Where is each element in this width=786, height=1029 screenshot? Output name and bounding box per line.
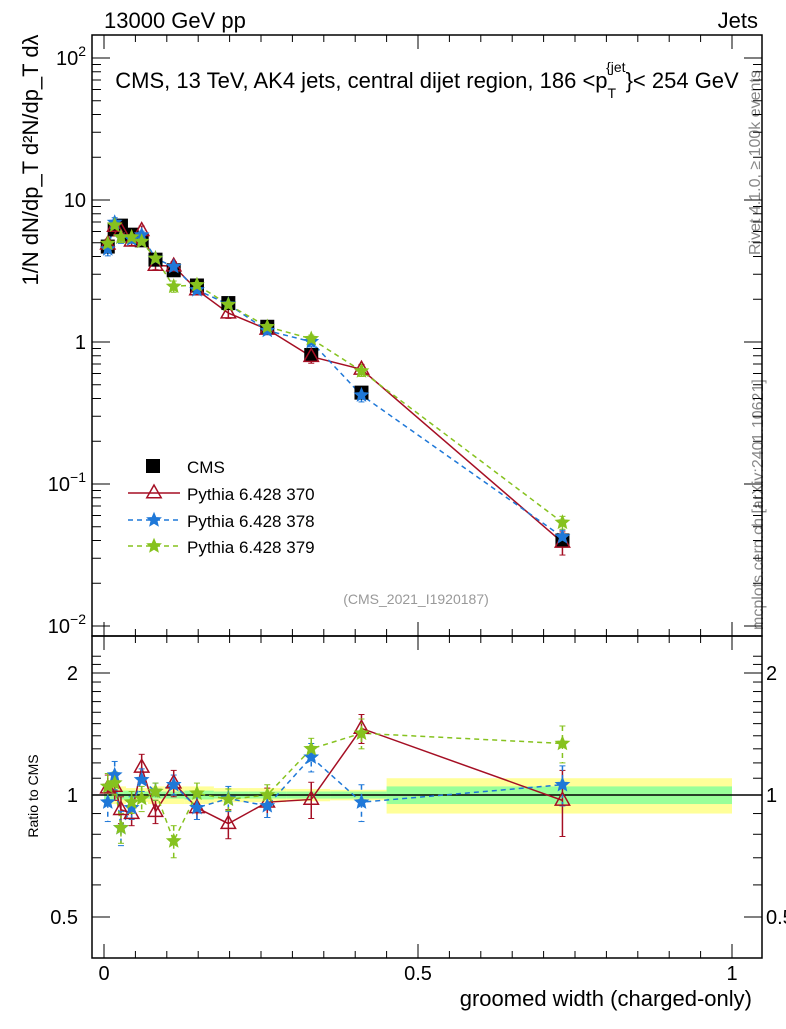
series-marker-main (165, 258, 182, 274)
series-marker-ratio (259, 786, 276, 802)
x-tick-label: 1 (726, 963, 737, 985)
series-marker-ratio (106, 774, 123, 790)
series-marker-ratio (147, 802, 164, 818)
ratio-y-tick-label-right: 0.5 (766, 907, 786, 929)
main-y-label: 1/N dN/dp_T d²N/dp_T dλ (18, 34, 43, 285)
header-left: 13000 GeV pp (104, 8, 246, 33)
series-marker-main (554, 514, 571, 530)
plot-title-main: CMS, 13 TeV, AK4 jets, central dijet reg… (115, 68, 607, 93)
main-y-tick-label: 1 (75, 332, 86, 354)
legend-marker (146, 511, 162, 527)
legend-marker-cms (146, 459, 160, 473)
plot-title-tail: }< 254 GeV (626, 68, 739, 93)
series-marker-main (302, 347, 320, 363)
series-marker-main (259, 318, 276, 334)
series-marker-ratio (219, 814, 237, 830)
legend-label: Pythia 6.428 370 (187, 485, 315, 504)
series-marker-ratio (554, 776, 571, 792)
legend-label-cms: CMS (187, 458, 225, 477)
series-marker-main (189, 276, 205, 292)
series-marker-ratio (112, 800, 130, 816)
plot-layer: 0 0.5 1 10−2 10−1 1 10 102 0.5 0.5 1 1 2 2 CMS Pythia 6… (48, 34, 786, 985)
series-marker-ratio (123, 793, 140, 809)
series-marker-main (189, 281, 205, 297)
plot-title-sup: {jet (606, 59, 626, 75)
series-marker-main (99, 240, 116, 256)
ratio-y-tick-label: 0.5 (50, 907, 78, 929)
series-marker-main (106, 217, 123, 233)
series-marker-main (165, 278, 182, 294)
series-marker-main (353, 362, 370, 378)
series-marker-ratio (189, 784, 205, 800)
series-marker-main (220, 296, 237, 312)
series-marker-ratio (165, 832, 182, 848)
series-marker-main (303, 330, 320, 346)
series-marker-main (219, 303, 237, 319)
series-marker-ratio (302, 789, 320, 806)
main-y-tick-label: 10−1 (48, 469, 86, 496)
main-y-label-text: 1/N dN/dp_T d²N/dp_T dλ (18, 34, 43, 285)
series-marker-ratio (553, 790, 571, 806)
legend-label: Pythia 6.428 378 (187, 512, 315, 531)
legend-label: Pythia 6.428 379 (187, 538, 315, 557)
main-y-tick-label: 10 (64, 190, 86, 212)
series-marker-ratio (259, 797, 276, 813)
ratio-frame (91, 635, 763, 959)
series-marker-ratio (133, 790, 150, 806)
x-tick-label: 0.5 (404, 963, 432, 985)
series-marker-ratio (353, 724, 370, 740)
x-tick-label: 0 (98, 963, 109, 985)
ratio-y-tick-label: 2 (67, 663, 78, 685)
rivet-label: Rivet 4.1.0, ≥ 100k events (747, 70, 764, 255)
ratio-y-label: Ratio to CMS (25, 754, 41, 837)
header-right: Jets (718, 8, 758, 33)
x-axis-label: groomed width (charged-only) (460, 986, 752, 1011)
legend-marker (146, 537, 162, 553)
series-marker-ratio (165, 776, 182, 792)
ratio-y-tick-label-right: 1 (766, 785, 777, 807)
series-marker-ratio (123, 799, 140, 815)
series-marker-ratio (189, 799, 205, 815)
series-marker-ratio (220, 791, 237, 807)
analysis-id: (CMS_2021_I1920187) (343, 591, 489, 607)
series-marker-main (133, 233, 150, 249)
series-marker-ratio (147, 783, 164, 799)
legend-marker (145, 483, 163, 499)
series-marker-ratio (353, 793, 370, 809)
series-marker-main (99, 235, 116, 251)
series-marker-ratio (303, 740, 320, 756)
plot-title-sub: T (608, 85, 617, 101)
cms-data-point (304, 347, 319, 362)
plot-title: CMS, 13 TeV, AK4 jets, central dijet reg… (115, 59, 739, 101)
mcplots-label: mcplots.cern.ch [arXiv:2401.10621] (750, 379, 767, 630)
series-marker-ratio (554, 735, 571, 751)
series-marker-main (147, 250, 164, 266)
main-y-tick-label: 10−2 (48, 611, 86, 638)
series-marker-main (353, 386, 370, 402)
ratio-y-tick-label-right: 2 (766, 663, 777, 685)
series-marker-ratio (303, 748, 320, 764)
ratio-y-tick-label: 1 (67, 785, 78, 807)
series-marker-ratio (113, 819, 129, 835)
series-marker-ratio (99, 793, 116, 809)
series-marker-main (554, 528, 571, 544)
series-marker-ratio (133, 771, 150, 787)
main-y-tick-label: 102 (56, 43, 86, 70)
